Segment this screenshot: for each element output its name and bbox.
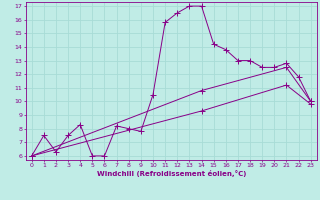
- X-axis label: Windchill (Refroidissement éolien,°C): Windchill (Refroidissement éolien,°C): [97, 170, 246, 177]
